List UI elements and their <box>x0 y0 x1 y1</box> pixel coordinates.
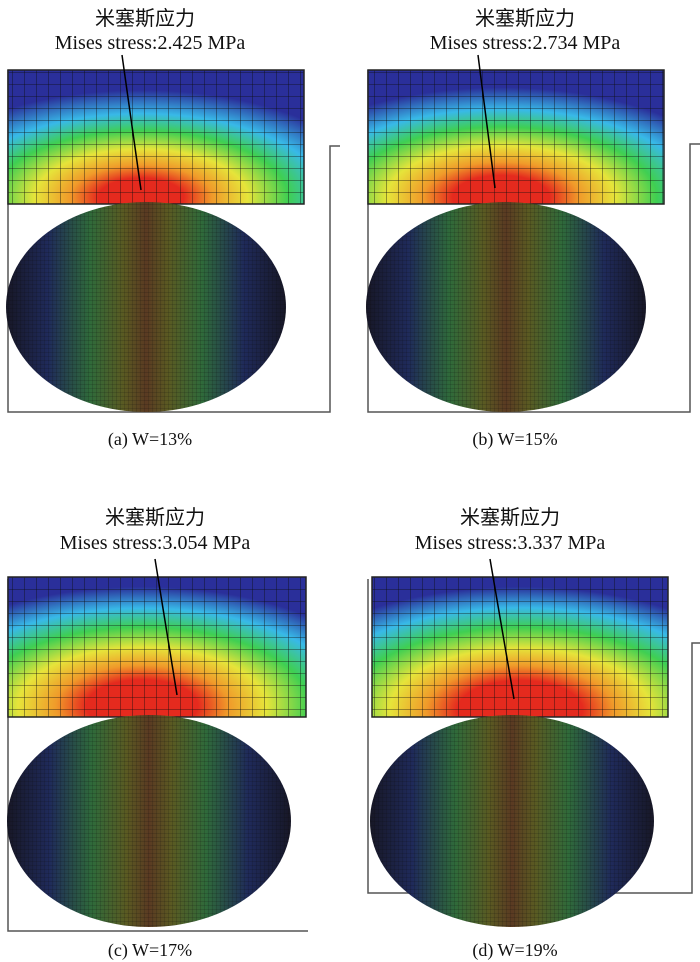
panel-b: 米塞斯应力 Mises stress:2.734 MPa <box>350 0 700 481</box>
panel-d-title-en: Mises stress:3.337 MPa <box>414 532 606 554</box>
panel-a-caption: (a) W=13% <box>107 429 193 449</box>
panel-d-caption: (d) W=19% <box>472 940 558 960</box>
panel-c-caption: (c) W=17% <box>107 940 193 960</box>
panel-c-title-cn: 米塞斯应力 <box>105 505 205 529</box>
panel-c-pointer <box>154 558 178 696</box>
panel-a-figure <box>6 54 340 413</box>
panel-d-figure <box>367 558 700 927</box>
panel-c: 米塞斯应力 Mises stress:3.054 MPa <box>0 481 350 962</box>
panel-b-figure <box>366 54 700 413</box>
panel-a-title-en: Mises stress:2.425 MPa <box>54 32 246 54</box>
panel-b-caption: (b) W=15% <box>472 429 558 449</box>
panel-a: 米塞斯应力 Mises stress:2.425 MPa <box>0 0 350 481</box>
panel-d-title-cn: 米塞斯应力 <box>460 505 560 529</box>
panel-d-pointer <box>489 558 515 700</box>
panel-d-frame <box>367 579 700 894</box>
panel-c-figure <box>7 558 308 932</box>
panel-c-title-en: Mises stress:3.054 MPa <box>59 532 251 554</box>
panel-b-title-cn: 米塞斯应力 <box>475 6 575 30</box>
panel-b-pointer <box>477 54 496 189</box>
panel-a-pointer <box>121 54 142 191</box>
panel-d: 米塞斯应力 Mises stress:3.337 MPa <box>350 481 700 962</box>
panel-a-title-cn: 米塞斯应力 <box>95 6 195 30</box>
panel-b-title-en: Mises stress:2.734 MPa <box>429 32 621 54</box>
